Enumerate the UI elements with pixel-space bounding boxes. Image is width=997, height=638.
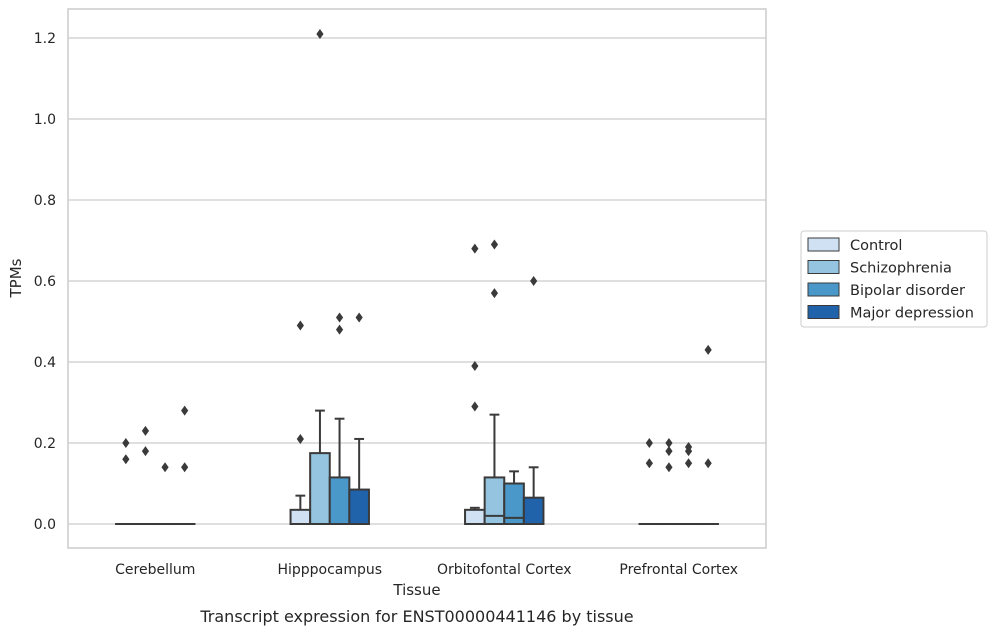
box-group (349, 312, 369, 524)
box-group (504, 471, 524, 524)
grid-lines (68, 38, 766, 524)
outlier-point (336, 312, 343, 322)
box-group (155, 462, 175, 524)
chart-caption: Transcript expression for ENST0000044114… (199, 607, 633, 626)
box (330, 477, 350, 524)
outlier-point (665, 462, 672, 472)
legend-label: Bipolar disorder (850, 283, 965, 299)
outlier-point (336, 325, 343, 335)
y-tick-label: 0.4 (34, 355, 56, 371)
box-group (679, 442, 699, 524)
outlier-point (705, 458, 712, 468)
legend-swatch (808, 306, 839, 319)
box-group (524, 276, 544, 524)
outlier-point (491, 288, 498, 298)
box-group (659, 438, 679, 524)
outlier-point (685, 458, 692, 468)
box (291, 510, 311, 524)
x-tick-label: Orbitofontal Cortex (437, 562, 572, 578)
outlier-point (181, 462, 188, 472)
outlier-point (491, 240, 498, 250)
outlier-point (705, 345, 712, 355)
y-tick-label: 0.6 (34, 274, 56, 290)
y-tick-label: 0.8 (34, 193, 56, 209)
box-group (640, 438, 660, 524)
outlier-point (356, 312, 363, 322)
box (465, 510, 485, 524)
y-tick-label: 0.0 (34, 517, 56, 533)
outlier-point (142, 426, 149, 436)
y-tick-label: 1.2 (34, 31, 56, 47)
box-group (698, 345, 718, 524)
outlier-point (181, 406, 188, 416)
box-group (116, 438, 136, 524)
box (310, 453, 330, 524)
outlier-point (530, 276, 537, 286)
outlier-point (122, 438, 129, 448)
x-axis-label: Tissue (392, 581, 440, 599)
box (485, 477, 505, 524)
y-axis-label: TPMs (7, 258, 25, 298)
legend: Control Schizophrenia Bipolar disorder Majo… (801, 231, 987, 327)
y-tick-label: 0.2 (34, 436, 56, 452)
outlier-point (665, 446, 672, 456)
legend-swatch (808, 283, 839, 296)
box (349, 490, 369, 524)
outlier-point (122, 454, 129, 464)
box-group (330, 312, 350, 524)
plot-frame (68, 9, 766, 548)
box-group (291, 321, 311, 524)
legend-label: Major depression (850, 306, 974, 322)
outlier-point (471, 402, 478, 412)
x-tick-label: Hipppocampus (277, 562, 382, 578)
box-plot-marks (116, 29, 718, 524)
box-group (485, 240, 505, 524)
outlier-point (142, 446, 149, 456)
legend-swatch (808, 261, 839, 274)
outlier-point (297, 321, 304, 331)
box-group (175, 406, 195, 524)
box-group (136, 426, 156, 524)
legend-label: Control (850, 238, 902, 254)
x-tick-label: Prefrontal Cortex (619, 562, 738, 578)
y-axis-ticks: 0.0 0.2 0.4 0.6 0.8 1.0 1.2 (34, 31, 56, 533)
legend-label: Schizophrenia (850, 261, 952, 277)
outlier-point (471, 244, 478, 254)
x-tick-label: Cerebellum (115, 562, 195, 578)
box-group (310, 29, 330, 524)
y-tick-label: 1.0 (34, 112, 56, 128)
legend-swatch (808, 238, 839, 251)
outlier-point (646, 458, 653, 468)
box-group (465, 244, 485, 524)
outlier-point (161, 462, 168, 472)
outlier-point (646, 438, 653, 448)
x-axis-ticks: Cerebellum Hipppocampus Orbitofontal Corte… (115, 562, 738, 578)
box (524, 498, 544, 524)
